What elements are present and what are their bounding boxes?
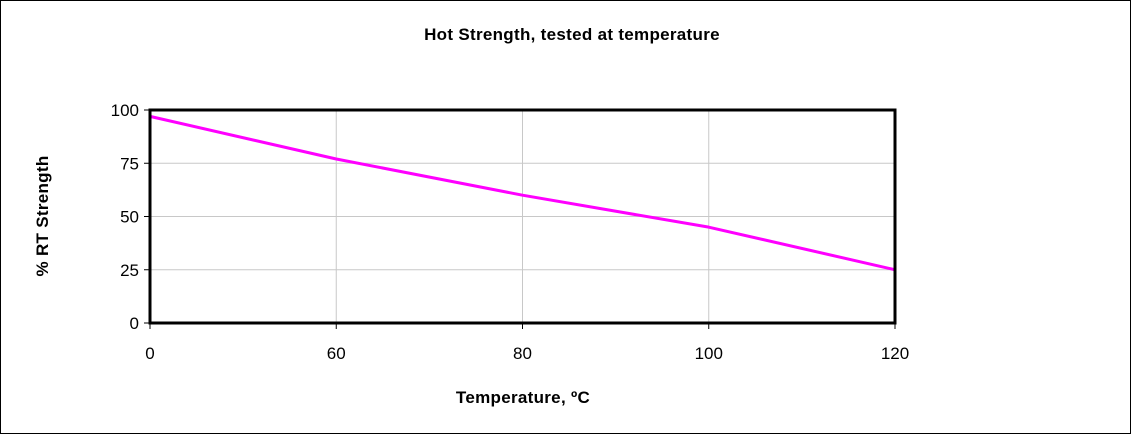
gridlines bbox=[150, 110, 895, 323]
y-axis-ticks: 0 25 50 75 100 bbox=[111, 101, 150, 333]
x-axis-ticks: 0 60 80 100 120 bbox=[145, 323, 909, 363]
y-tick-label: 25 bbox=[120, 261, 139, 280]
y-tick-label: 0 bbox=[130, 314, 139, 333]
x-tick-label: 0 bbox=[145, 344, 154, 363]
x-axis-title: Temperature, ºC bbox=[456, 388, 590, 407]
x-tick-label: 60 bbox=[327, 344, 346, 363]
x-tick-label: 80 bbox=[513, 344, 532, 363]
y-tick-label: 50 bbox=[120, 208, 139, 227]
y-tick-label: 100 bbox=[111, 101, 139, 120]
y-tick-label: 75 bbox=[120, 154, 139, 173]
series-line bbox=[149, 114, 896, 272]
x-tick-label: 120 bbox=[881, 344, 909, 363]
y-axis-title: % RT Strength bbox=[33, 155, 52, 276]
x-tick-label: 100 bbox=[695, 344, 723, 363]
chart-title: Hot Strength, tested at temperature bbox=[424, 25, 720, 44]
